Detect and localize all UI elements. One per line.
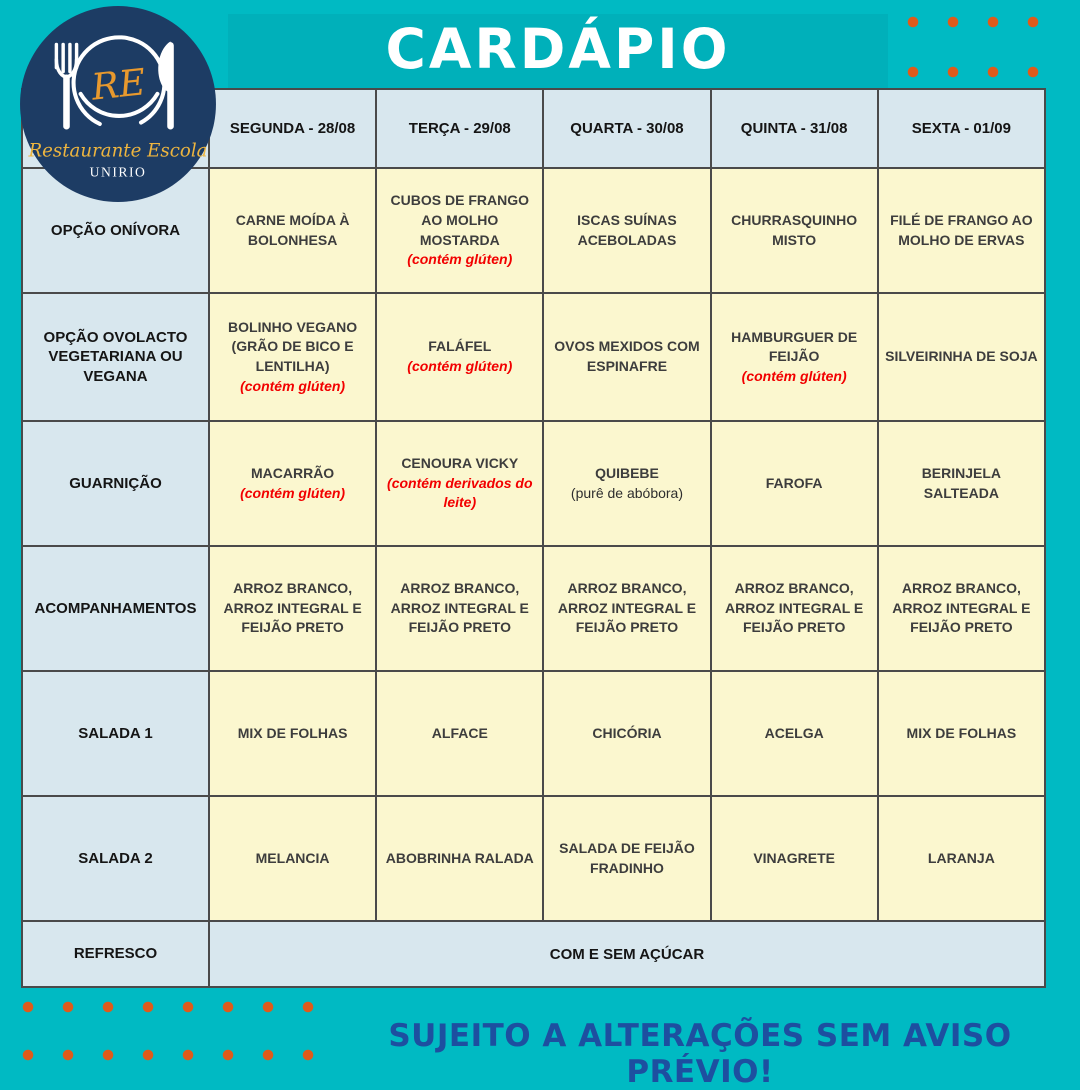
allergen-note: (contém glúten) xyxy=(407,358,513,374)
dish-name: MACARRÃO xyxy=(250,464,335,481)
table-row-drink: REFRESCO COM E SEM AÇÚCAR xyxy=(21,920,1046,988)
fork-icon xyxy=(54,42,79,130)
table-row-sides: ACOMPANHAMENTOS ARROZ BRANCO, ARROZ INTE… xyxy=(21,545,1047,672)
dish-name: FILÉ DE FRANGO AO MOLHO DE ERVAS xyxy=(890,211,1033,248)
menu-cell: CHICÓRIA xyxy=(542,670,712,797)
menu-cell: SILVEIRINHA DE SOJA xyxy=(876,292,1047,422)
menu-cell: LARANJA xyxy=(876,795,1047,922)
column-header-monday: SEGUNDA - 28/08 xyxy=(207,88,378,169)
dish-name: ARROZ BRANCO, ARROZ INTEGRAL E FEIJÃO PR… xyxy=(725,580,864,636)
menu-cell: MIX DE FOLHAS xyxy=(207,670,378,797)
menu-cell: ARROZ BRANCO, ARROZ INTEGRAL E FEIJÃO PR… xyxy=(542,545,712,672)
dish-name: BOLINHO VEGANO (GRÃO DE BICO E LENTILHA) xyxy=(228,318,358,374)
dish-name: FAROFA xyxy=(765,474,823,491)
menu-cell: CUBOS DE FRANGO AO MOLHO MOSTARDA (conté… xyxy=(375,167,545,294)
menu-cell: ARROZ BRANCO, ARROZ INTEGRAL E FEIJÃO PR… xyxy=(375,545,545,672)
allergen-note: (contém glúten) xyxy=(407,251,513,268)
dish-name: ALFACE xyxy=(431,724,488,741)
menu-cell: CHURRASQUINHO MISTO xyxy=(709,167,879,294)
dish-name: ARROZ BRANCO, ARROZ INTEGRAL E FEIJÃO PR… xyxy=(892,580,1031,636)
menu-cell: OVOS MEXIDOS COM ESPINAFRE xyxy=(542,292,712,422)
menu-cell: CARNE MOÍDA À BOLONHESA xyxy=(207,167,378,294)
drink-merged-cell: COM E SEM AÇÚCAR xyxy=(208,920,1046,988)
logo-institution: UNIRIO xyxy=(90,165,147,180)
dish-name: BERINJELA SALTEADA xyxy=(921,464,1002,501)
menu-cell: ARROZ BRANCO, ARROZ INTEGRAL E FEIJÃO PR… xyxy=(207,545,378,672)
allergen-note: (contém glúten) xyxy=(240,484,346,501)
dish-name: CHURRASQUINHO MISTO xyxy=(731,211,858,248)
dish-name: ABOBRINHA RALADA xyxy=(385,849,534,866)
knife-icon xyxy=(158,41,174,130)
menu-cell: ARROZ BRANCO, ARROZ INTEGRAL E FEIJÃO PR… xyxy=(876,545,1047,672)
dish-name: ARROZ BRANCO, ARROZ INTEGRAL E FEIJÃO PR… xyxy=(557,580,697,636)
table-row-salad1: SALADA 1 MIX DE FOLHAS ALFACE CHICÓRIA A… xyxy=(21,670,1047,797)
dish-name: MIX DE FOLHAS xyxy=(237,724,348,741)
menu-cell: ABOBRINHA RALADA xyxy=(375,795,545,922)
menu-cell: MELANCIA xyxy=(207,795,378,922)
menu-cell: ALFACE xyxy=(375,670,545,797)
logo-name: Restaurante Escola xyxy=(27,141,207,162)
dish-name: CHICÓRIA xyxy=(592,724,662,741)
dish-name: MIX DE FOLHAS xyxy=(906,724,1017,741)
title-band xyxy=(228,14,888,88)
table-row-garnish: GUARNIÇÃO MACARRÃO (contém glúten) CENOU… xyxy=(21,420,1047,547)
dish-name: CARNE MOÍDA À BOLONHESA xyxy=(235,211,350,248)
logo-initials: RE xyxy=(88,60,147,109)
row-label: REFRESCO xyxy=(21,920,210,988)
weekly-menu-table: SEGUNDA - 28/08 TERÇA - 29/08 QUARTA - 3… xyxy=(21,88,1047,988)
dish-name: ARROZ BRANCO, ARROZ INTEGRAL E FEIJÃO PR… xyxy=(390,580,529,636)
menu-cell: SALADA DE FEIJÃO FRADINHO xyxy=(542,795,712,922)
table-row-salad2: SALADA 2 MELANCIA ABOBRINHA RALADA SALAD… xyxy=(21,795,1047,922)
allergen-note: (contém glúten) xyxy=(240,377,346,394)
dish-name: CUBOS DE FRANGO AO MOLHO MOSTARDA xyxy=(390,192,529,248)
menu-cell: QUIBEBE (purê de abóbora) xyxy=(542,420,712,547)
dish-name: LARANJA xyxy=(927,849,995,866)
column-header-tuesday: TERÇA - 29/08 xyxy=(375,88,545,169)
dot-grid-bottom-left xyxy=(8,983,328,1079)
table-row-omnivore: OPÇÃO ONÍVORA CARNE MOÍDA À BOLONHESA CU… xyxy=(21,167,1047,294)
column-header-friday: SEXTA - 01/09 xyxy=(876,88,1047,169)
menu-cell: ACELGA xyxy=(709,670,879,797)
row-label: OPÇÃO OVOLACTO VEGETARIANA OU VEGANA xyxy=(21,292,210,422)
dish-name: HAMBURGUER DE FEIJÃO xyxy=(731,328,858,365)
column-header-wednesday: QUARTA - 30/08 xyxy=(542,88,712,169)
restaurant-logo: RE Restaurante Escola UNIRIO xyxy=(20,6,216,202)
row-label: GUARNIÇÃO xyxy=(21,420,210,547)
menu-cell: FALÁFEL (contém glúten) xyxy=(375,292,545,422)
menu-cell: FILÉ DE FRANGO AO MOLHO DE ERVAS xyxy=(876,167,1047,294)
allergen-note: (contém glúten) xyxy=(741,367,847,384)
dish-name: ARROZ BRANCO, ARROZ INTEGRAL E FEIJÃO PR… xyxy=(223,580,362,636)
dish-note: (purê de abóbora) xyxy=(570,484,683,501)
dish-name: ACELGA xyxy=(764,724,824,741)
menu-cell: MACARRÃO (contém glúten) xyxy=(207,420,378,547)
dish-name: MELANCIA xyxy=(255,849,330,866)
dish-name: CENOURA VICKY xyxy=(401,455,519,472)
menu-cell: HAMBURGUER DE FEIJÃO (contém glúten) xyxy=(709,292,879,422)
row-label: SALADA 1 xyxy=(21,670,210,797)
dish-name: VINAGRETE xyxy=(753,849,835,866)
row-label: SALADA 2 xyxy=(21,795,210,922)
menu-cell: VINAGRETE xyxy=(709,795,879,922)
allergen-note: (contém derivados do leite) xyxy=(387,474,533,511)
menu-cell: MIX DE FOLHAS xyxy=(876,670,1047,797)
column-header-thursday: QUINTA - 31/08 xyxy=(709,88,879,169)
dish-name: QUIBEBE xyxy=(595,464,659,481)
menu-cell: FAROFA xyxy=(709,420,879,547)
dish-name: FALÁFEL xyxy=(428,338,492,355)
menu-cell: BERINJELA SALTEADA xyxy=(876,420,1047,547)
dish-name: SALADA DE FEIJÃO FRADINHO xyxy=(559,839,695,876)
table-row-ovolacto: OPÇÃO OVOLACTO VEGETARIANA OU VEGANA BOL… xyxy=(21,292,1047,422)
menu-cell: CENOURA VICKY (contém derivados do leite… xyxy=(375,420,545,547)
dot-grid-top-right xyxy=(893,0,1053,97)
menu-cell: BOLINHO VEGANO (GRÃO DE BICO E LENTILHA)… xyxy=(207,292,378,422)
row-label: ACOMPANHAMENTOS xyxy=(21,545,210,672)
menu-cell: ARROZ BRANCO, ARROZ INTEGRAL E FEIJÃO PR… xyxy=(709,545,879,672)
menu-cell: ISCAS SUÍNAS ACEBOLADAS xyxy=(542,167,712,294)
dish-name: OVOS MEXIDOS COM ESPINAFRE xyxy=(554,338,700,374)
dish-name: ISCAS SUÍNAS ACEBOLADAS xyxy=(577,211,677,248)
dish-name: SILVEIRINHA DE SOJA xyxy=(885,348,1038,365)
footer-note: SUJEITO A ALTERAÇÕES SEM AVISO PRÉVIO! xyxy=(388,1018,1012,1090)
